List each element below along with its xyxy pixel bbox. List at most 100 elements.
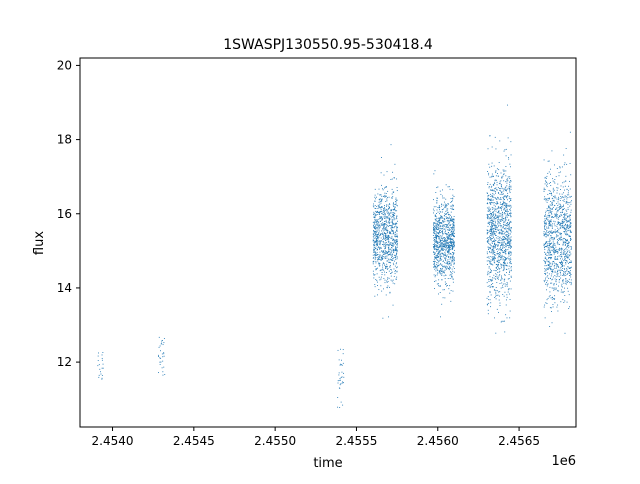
data-point [452,266,454,268]
data-point [490,220,492,222]
data-point [551,150,553,152]
data-point [562,279,564,281]
data-point [550,210,551,212]
data-point [549,262,551,264]
data-point [564,212,566,214]
data-point [550,243,552,245]
data-point [490,201,492,203]
data-point [450,220,451,221]
data-point [452,219,454,221]
data-point [563,200,565,202]
data-point [543,244,545,245]
data-point [499,203,501,205]
data-point [551,217,553,219]
data-point [375,237,377,239]
data-point [506,258,508,259]
data-point [341,382,343,384]
data-point [443,270,445,272]
data-point [433,226,434,228]
data-point [561,263,563,264]
data-point [392,258,394,260]
data-point [492,220,494,222]
data-point [488,302,490,304]
data-point [440,245,442,247]
data-point [391,237,393,239]
data-point [396,251,398,253]
data-point [377,227,379,229]
data-point [557,209,559,211]
data-point [494,179,496,181]
data-point [549,192,551,194]
data-point [560,272,561,274]
data-point [510,246,512,248]
data-point [560,266,562,268]
data-point [390,227,392,229]
data-point [497,245,499,247]
data-point [544,263,546,265]
data-point [507,242,508,244]
data-point [375,252,376,254]
data-point [499,190,501,192]
data-point [550,212,552,214]
data-point [508,158,510,160]
data-point [503,260,505,262]
data-point [493,212,494,214]
data-point [448,186,450,188]
data-point [449,235,451,237]
data-point [556,198,558,200]
data-point [391,230,393,232]
data-point [490,215,492,217]
data-point [565,224,566,226]
data-point [508,241,510,243]
data-point [560,233,561,235]
data-point [444,251,446,253]
data-point [491,206,493,208]
data-point [387,217,389,219]
data-point [445,216,447,218]
data-point [500,252,502,254]
data-point [570,226,572,228]
data-point [433,206,435,208]
data-point [490,279,491,281]
data-point [563,249,565,251]
data-point [567,254,569,256]
data-point [388,241,390,243]
data-point [558,172,560,174]
data-point [500,238,502,240]
data-point [378,263,380,265]
data-point [447,214,449,216]
data-point [510,246,512,248]
data-point [441,275,443,276]
data-point [448,220,450,222]
data-point [486,207,488,209]
data-point [563,265,565,267]
data-point [338,372,340,374]
data-point [489,287,491,288]
data-point [377,260,379,262]
data-point [452,281,454,283]
data-point [445,248,447,250]
data-point [557,304,559,306]
data-point [563,227,565,229]
data-point [382,223,384,225]
data-point [548,231,550,233]
data-point [445,206,447,208]
data-point [548,160,550,162]
data-point [381,198,383,200]
data-point [343,382,344,384]
data-point [439,223,441,225]
data-point [510,188,512,190]
data-point [502,227,504,229]
data-point [565,218,567,220]
data-point [546,182,548,184]
data-point [551,208,553,210]
data-point [436,242,438,244]
data-point [544,251,545,253]
data-point [437,253,438,255]
data-point [543,159,545,161]
data-point [493,252,495,253]
data-point [502,220,504,221]
data-point [376,230,378,232]
data-point [390,233,392,235]
data-point [567,243,569,245]
